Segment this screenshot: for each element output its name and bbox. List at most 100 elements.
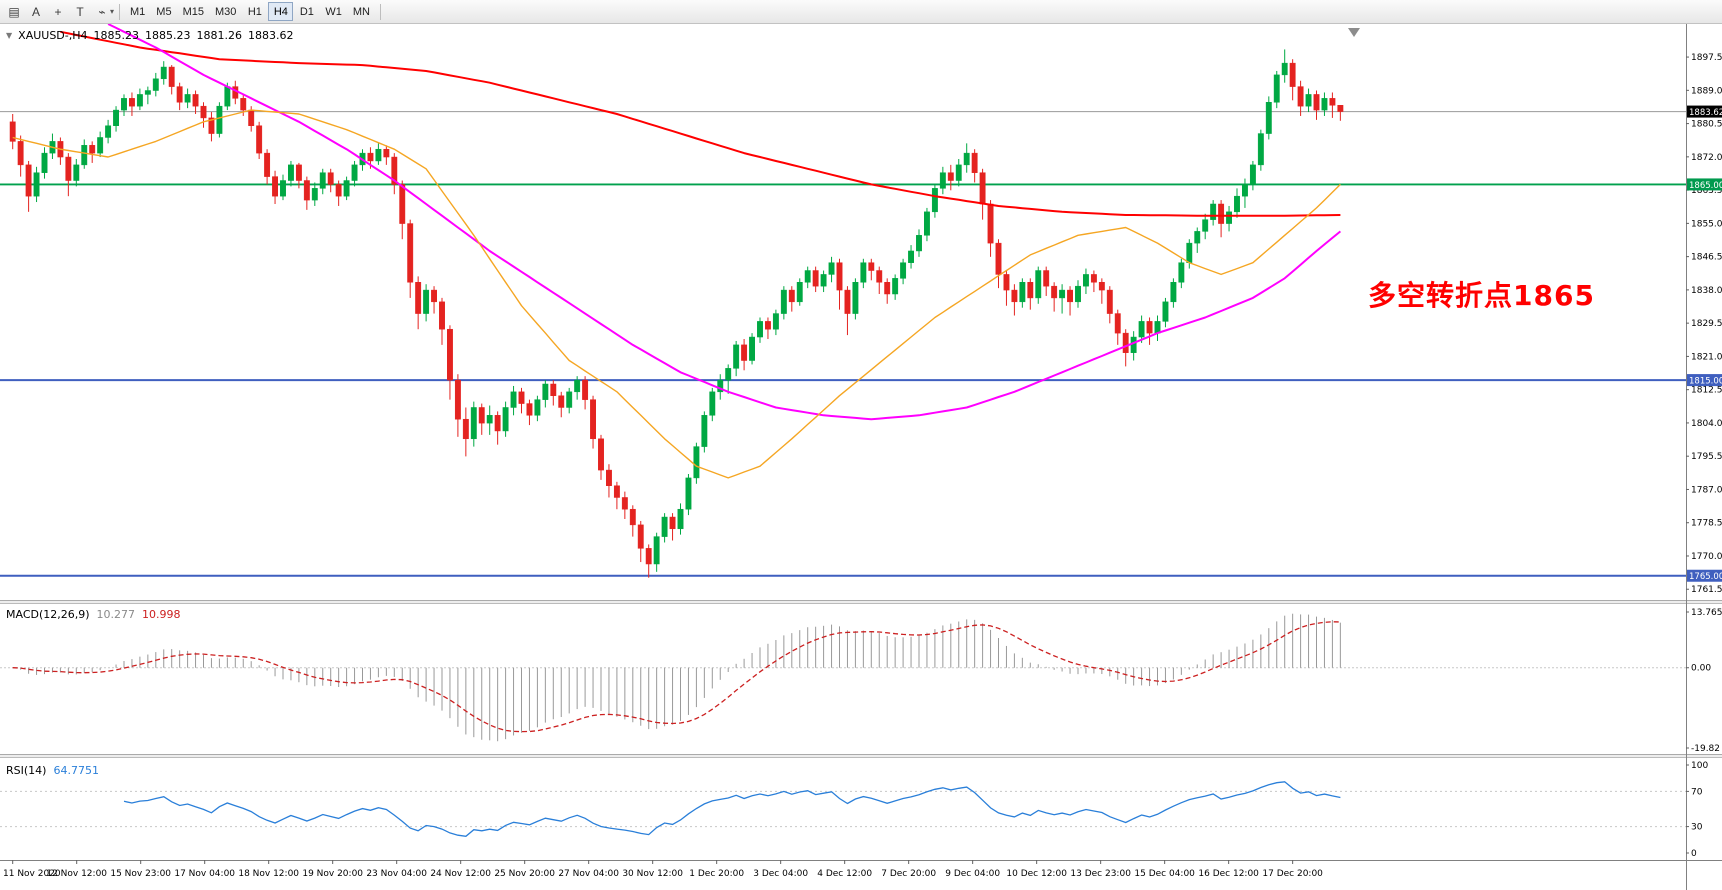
svg-text:1812.55: 1812.55 bbox=[1691, 386, 1722, 396]
svg-text:18 Nov 12:00: 18 Nov 12:00 bbox=[238, 869, 299, 879]
toolbar: ▤ A + T ⌁ ▾ M1 M5 M15 M30 H1 H4 D1 W1 MN bbox=[0, 0, 1722, 24]
svg-text:1770.05: 1770.05 bbox=[1691, 552, 1722, 562]
timeframe-button-d1[interactable]: D1 bbox=[299, 5, 314, 18]
svg-text:24 Nov 12:00: 24 Nov 12:00 bbox=[430, 869, 491, 879]
chart-list-icon[interactable]: ▤ bbox=[8, 4, 20, 19]
quote-open: 1885.23 bbox=[93, 29, 140, 42]
svg-text:27 Nov 04:00: 27 Nov 04:00 bbox=[558, 869, 619, 879]
svg-text:1863.55: 1863.55 bbox=[1691, 186, 1722, 196]
svg-text:100: 100 bbox=[1691, 761, 1708, 771]
level-badge-1765: 1765.00 bbox=[1687, 569, 1722, 582]
svg-text:30 Nov 12:00: 30 Nov 12:00 bbox=[622, 869, 683, 879]
svg-text:1897.55: 1897.55 bbox=[1691, 53, 1722, 63]
macd-signal-value: 10.998 bbox=[142, 608, 181, 621]
svg-text:7 Dec 20:00: 7 Dec 20:00 bbox=[881, 869, 936, 879]
macd-label: MACD(12,26,9) 10.277 10.998 bbox=[6, 608, 181, 621]
svg-text:11 Nov 2020: 11 Nov 2020 bbox=[3, 869, 61, 879]
svg-text:1821.05: 1821.05 bbox=[1691, 352, 1722, 362]
svg-text:13 Dec 23:00: 13 Dec 23:00 bbox=[1070, 869, 1131, 879]
text-tool-icon[interactable]: T bbox=[76, 4, 84, 19]
price-chart-svg: 1897.55 1889.05 1880.55 1872.05 1863.55 1855.… bbox=[0, 24, 1722, 890]
svg-text:1804.05: 1804.05 bbox=[1691, 419, 1722, 429]
svg-text:13.765: 13.765 bbox=[1691, 608, 1722, 618]
rsi-line bbox=[123, 781, 1341, 837]
timeframe-button-h4[interactable]: H4 bbox=[268, 2, 294, 21]
timeframe-button-m1[interactable]: M1 bbox=[130, 5, 146, 18]
ma-line-slow-red bbox=[60, 30, 1341, 217]
timeframe-group: M1 M5 M15 M30 H1 H4 D1 W1 MN bbox=[125, 2, 375, 21]
chart-background bbox=[0, 24, 1722, 890]
svg-text:1846.55: 1846.55 bbox=[1691, 253, 1722, 263]
svg-text:1761.55: 1761.55 bbox=[1691, 585, 1722, 595]
timeframe-button-m5[interactable]: M5 bbox=[156, 5, 172, 18]
chevron-down-icon[interactable]: ▾ bbox=[110, 7, 115, 16]
rsi-axis[interactable]: 100 70 30 0 bbox=[1686, 761, 1708, 859]
ma-line-fast-orange bbox=[12, 109, 1341, 479]
svg-text:1889.05: 1889.05 bbox=[1691, 86, 1722, 96]
chart-shift-marker[interactable] bbox=[1348, 28, 1360, 37]
cursor-icon[interactable]: A bbox=[31, 4, 40, 19]
svg-text:4 Dec 12:00: 4 Dec 12:00 bbox=[817, 869, 872, 879]
quote-line: ▼ XAUUSD-,H4 1885.23 1885.23 1881.26 188… bbox=[6, 29, 294, 42]
timeframe-button-mn[interactable]: MN bbox=[352, 5, 370, 18]
panel-splitter[interactable] bbox=[0, 754, 1722, 758]
macd-axis[interactable]: 13.765 0.00 -19.82 bbox=[1686, 608, 1722, 754]
chart-dropdown-icon[interactable]: ▼ bbox=[6, 31, 13, 40]
svg-text:1778.55: 1778.55 bbox=[1691, 519, 1722, 529]
price-axis[interactable]: 1897.55 1889.05 1880.55 1872.05 1863.55 1855.… bbox=[1686, 53, 1722, 595]
timeframe-button-m15[interactable]: M15 bbox=[182, 5, 204, 18]
svg-text:12 Nov 12:00: 12 Nov 12:00 bbox=[46, 869, 107, 879]
svg-text:25 Nov 20:00: 25 Nov 20:00 bbox=[494, 869, 555, 879]
svg-text:9 Dec 04:00: 9 Dec 04:00 bbox=[945, 869, 1000, 879]
level-badge-1815: 1815.00 bbox=[1687, 374, 1722, 387]
timeframe-button-h1[interactable]: H1 bbox=[247, 5, 262, 18]
macd-name: MACD(12,26,9) bbox=[6, 608, 90, 621]
toolbar-separator bbox=[119, 3, 121, 20]
svg-text:1872.05: 1872.05 bbox=[1691, 153, 1722, 163]
svg-text:1 Dec 20:00: 1 Dec 20:00 bbox=[689, 869, 744, 879]
svg-text:1838.05: 1838.05 bbox=[1691, 286, 1722, 296]
svg-text:0.00: 0.00 bbox=[1691, 664, 1711, 674]
svg-text:19 Nov 20:00: 19 Nov 20:00 bbox=[302, 869, 363, 879]
macd-main-value: 10.277 bbox=[96, 608, 136, 621]
current-price-badge: 1883.62 bbox=[1687, 105, 1722, 118]
panel-splitter[interactable] bbox=[0, 600, 1722, 604]
svg-text:17 Nov 04:00: 17 Nov 04:00 bbox=[174, 869, 235, 879]
polyline-tool-icon[interactable]: ⌁ bbox=[98, 4, 106, 19]
quote-high: 1885.23 bbox=[145, 29, 191, 42]
rsi-label: RSI(14) 64.7751 bbox=[6, 764, 99, 777]
quote-low: 1881.26 bbox=[196, 29, 243, 42]
level-badge-1865: 1865.00 bbox=[1687, 178, 1722, 191]
svg-text:1880.55: 1880.55 bbox=[1691, 120, 1722, 130]
symbol-label: XAUUSD-,H4 bbox=[18, 29, 88, 42]
svg-text:3 Dec 04:00: 3 Dec 04:00 bbox=[753, 869, 808, 879]
toolbar-separator bbox=[380, 3, 381, 20]
svg-text:1795.55: 1795.55 bbox=[1691, 452, 1722, 462]
svg-text:1765.00: 1765.00 bbox=[1689, 572, 1722, 582]
svg-text:1865.00: 1865.00 bbox=[1689, 181, 1722, 191]
svg-text:10 Dec 12:00: 10 Dec 12:00 bbox=[1006, 869, 1067, 879]
macd-histogram bbox=[20, 613, 1341, 742]
candles bbox=[9, 49, 1344, 578]
svg-text:-19.82: -19.82 bbox=[1691, 744, 1720, 754]
rsi-value: 64.7751 bbox=[53, 764, 99, 777]
svg-text:23 Nov 04:00: 23 Nov 04:00 bbox=[366, 869, 427, 879]
quote-close: 1883.62 bbox=[248, 29, 294, 42]
svg-text:1787.05: 1787.05 bbox=[1691, 485, 1722, 495]
timeframe-button-w1[interactable]: W1 bbox=[325, 5, 342, 18]
crosshair-icon[interactable]: + bbox=[54, 4, 62, 19]
rsi-name: RSI(14) bbox=[6, 764, 47, 777]
svg-text:1883.62: 1883.62 bbox=[1689, 108, 1722, 118]
svg-text:16 Dec 12:00: 16 Dec 12:00 bbox=[1198, 869, 1259, 879]
svg-text:15 Dec 04:00: 15 Dec 04:00 bbox=[1134, 869, 1195, 879]
annotation-text[interactable]: 多空转折点1865 bbox=[1368, 279, 1595, 312]
svg-text:1815.00: 1815.00 bbox=[1689, 377, 1722, 387]
svg-text:1829.55: 1829.55 bbox=[1691, 319, 1722, 329]
timeframe-button-m30[interactable]: M30 bbox=[214, 5, 237, 18]
svg-text:0: 0 bbox=[1691, 849, 1697, 859]
svg-text:15 Nov 23:00: 15 Nov 23:00 bbox=[110, 869, 171, 879]
svg-text:30: 30 bbox=[1691, 823, 1703, 833]
svg-text:1855.05: 1855.05 bbox=[1691, 219, 1722, 229]
chart-area: 1897.55 1889.05 1880.55 1872.05 1863.55 1855.… bbox=[0, 24, 1722, 890]
